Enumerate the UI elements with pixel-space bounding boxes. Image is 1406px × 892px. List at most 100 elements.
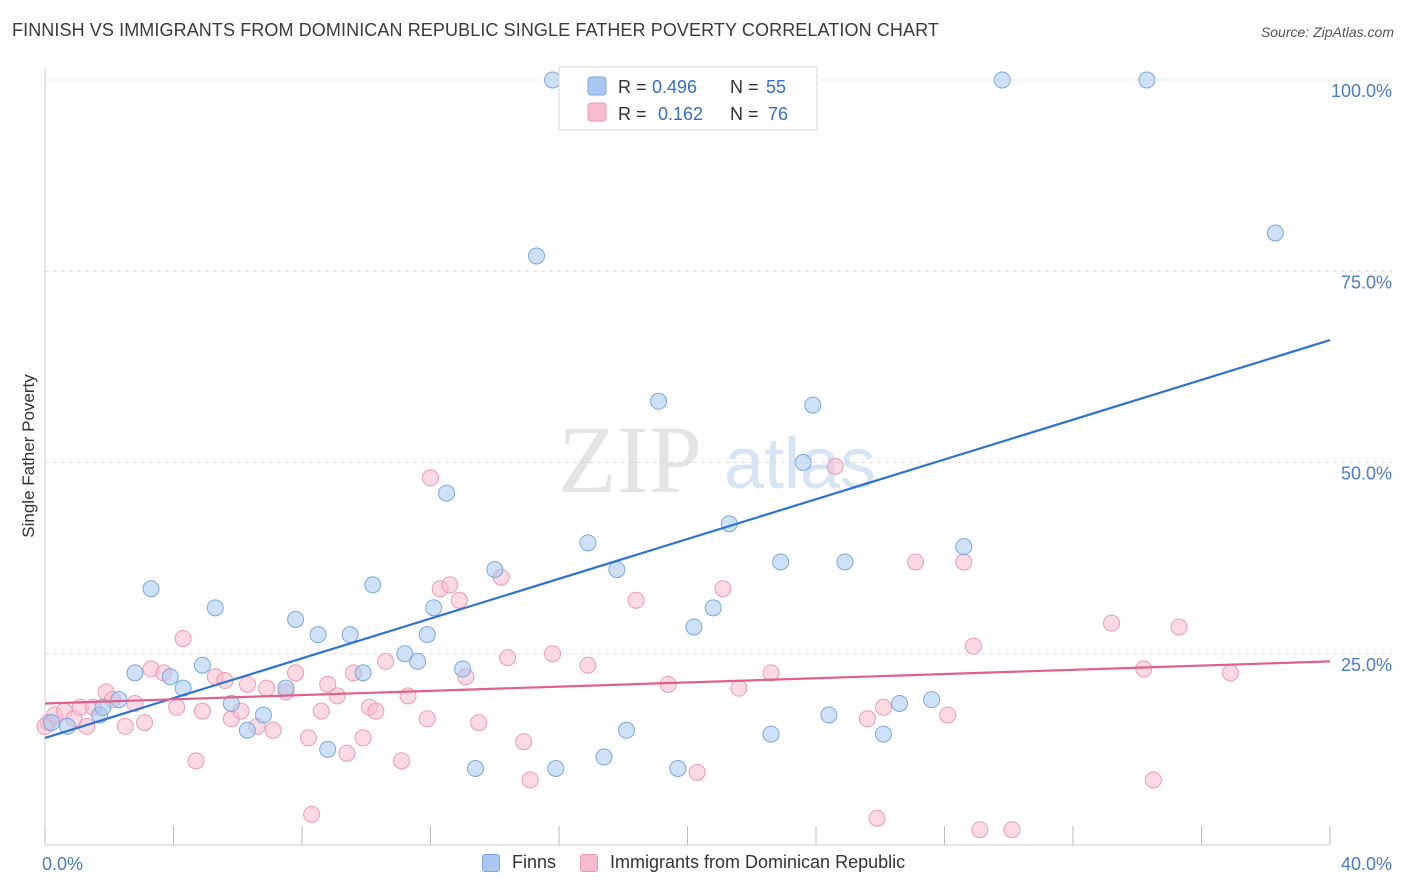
bottom-legend-dominican-swatch [580, 853, 599, 872]
dominican-point [418, 710, 436, 728]
finns-point [94, 698, 112, 716]
finns-point [762, 725, 780, 743]
finns-point [891, 694, 909, 712]
finns-point [418, 626, 436, 644]
finns-point [579, 534, 597, 552]
y-tick-label: 75.0% [1341, 272, 1392, 292]
dominican-point [1170, 618, 1188, 636]
bottom-legend-dominican: Immigrants from Dominican Republic [580, 852, 905, 873]
legend-dominican-r-value: 0.162 [658, 104, 703, 124]
dominican-point [319, 675, 337, 693]
finns-point [222, 694, 240, 712]
watermark: ZIP atlas [558, 406, 876, 513]
dominican-point [338, 744, 356, 762]
legend-dominican-r-label: R = [618, 104, 647, 124]
y-tick-label: 25.0% [1341, 655, 1392, 675]
legend-swatch-finns [587, 76, 607, 96]
dominican-point [168, 698, 186, 716]
dominican-point [826, 457, 844, 475]
finns-trend-line [44, 339, 1331, 739]
finns-point [820, 706, 838, 724]
dominican-point [907, 553, 925, 571]
finns-point [110, 691, 128, 709]
dominican-point [258, 679, 276, 697]
legend-finns-n-label: N = [730, 77, 759, 97]
dominican-point [174, 629, 192, 647]
finns-point [528, 247, 546, 265]
finns-point [669, 760, 687, 777]
finns-point [955, 538, 973, 556]
source-label: Source: ZipAtlas.com [1260, 24, 1394, 40]
dominican-point [874, 698, 892, 716]
finns-point [608, 561, 626, 579]
legend-finns-r-value: 0.496 [652, 77, 697, 97]
dominican-point [858, 710, 876, 728]
finns-point [206, 599, 224, 617]
legend-finns-n-value: 55 [766, 77, 786, 97]
dominican-point [627, 591, 645, 609]
dominican-point [521, 771, 539, 789]
finns-point [993, 71, 1011, 89]
bottom-legend-dominican-label: Immigrants from Dominican Republic [610, 852, 906, 872]
finns-point [794, 454, 812, 471]
dominican-trend-line [44, 660, 1331, 705]
finns-point [1138, 71, 1156, 89]
finns-point [804, 396, 822, 414]
dominican-point [971, 821, 989, 839]
finns-point [454, 660, 472, 678]
legend-box: R = 0.496 N = 55 R = 0.162 N = 76 [558, 66, 818, 131]
dominican-point [299, 729, 317, 747]
legend-swatch-dominican [587, 102, 607, 122]
dominican-point [1103, 614, 1121, 632]
dominican-point [939, 706, 957, 724]
dominican-point [193, 702, 211, 720]
finns-point [238, 721, 256, 739]
finns-point [309, 626, 327, 644]
finns-point [193, 656, 211, 674]
finns-point [874, 725, 892, 743]
finns-point [772, 553, 790, 571]
x-tick-label: 40.0% [1341, 854, 1392, 874]
dominican-point [1003, 821, 1021, 839]
tick-labels: 25.0% 50.0% 75.0% 100.0% 0.0% 40.0% [42, 81, 1392, 874]
chart-title: FINNISH VS IMMIGRANTS FROM DOMINICAN REP… [12, 20, 939, 40]
bottom-legend-finns-label: Finns [512, 852, 557, 872]
bottom-legend: Finns Immigrants from Dominican Republic [482, 852, 929, 873]
dominican-point [399, 687, 417, 705]
finns-point [617, 721, 635, 739]
dominican-point [422, 469, 439, 487]
dominican-point [714, 580, 732, 598]
dominican-point [303, 805, 321, 823]
finns-point [685, 618, 703, 636]
dominican-point [515, 733, 533, 751]
finns-point [126, 664, 144, 682]
finns-point [704, 599, 722, 617]
finns-point [254, 706, 272, 724]
dominican-point [1221, 664, 1239, 682]
dominican-point [1135, 660, 1153, 678]
dominican-point [264, 721, 282, 739]
finns-point [142, 580, 160, 598]
finns-point [486, 561, 504, 579]
legend-dominican-n-value: 76 [768, 104, 788, 124]
finns-point [277, 679, 295, 697]
dominican-point [187, 752, 205, 770]
dominican-point [238, 675, 256, 693]
dominican-point [868, 809, 886, 827]
dominican-point [579, 656, 597, 674]
finns-point [341, 626, 359, 644]
finns-point [364, 576, 382, 594]
y-tick-label: 50.0% [1341, 464, 1392, 484]
dominican-point [470, 714, 488, 732]
dominican-point [499, 649, 517, 667]
finns-point [438, 484, 456, 502]
finns-point [544, 71, 562, 89]
dominican-point [116, 717, 134, 735]
finns-point [1266, 224, 1284, 242]
dominican-point [136, 714, 154, 732]
y-tick-label: 100.0% [1331, 81, 1392, 101]
dominican-point [354, 729, 372, 747]
dominican-point [441, 576, 459, 594]
grid-lines [45, 79, 1392, 655]
dominican-point [730, 679, 748, 697]
